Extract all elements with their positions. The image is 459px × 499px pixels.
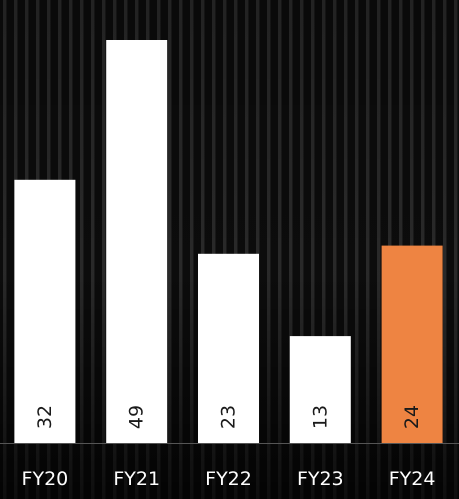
data-label-fy21: 49	[126, 405, 148, 429]
data-label-fy20: 32	[34, 405, 56, 429]
bar-fy21	[106, 40, 168, 443]
data-label-fy22: 23	[218, 405, 240, 429]
x-tick-label-fy20: FY20	[22, 468, 69, 490]
x-tick-label-fy22: FY22	[205, 468, 252, 490]
x-tick-label-fy23: FY23	[297, 468, 344, 490]
data-label-fy24: 24	[401, 405, 423, 429]
bar-fy22	[198, 253, 259, 443]
x-tick-labels: FY20 FY21 FY22 FY23 FY24	[22, 468, 436, 490]
bar-fy24	[381, 245, 443, 443]
bar-fy20	[14, 179, 76, 444]
data-label-fy23: 13	[309, 405, 331, 429]
bar-fy23	[289, 336, 351, 443]
x-tick-label-fy21: FY21	[113, 468, 160, 490]
bars-layer: 32 49 23 13 24	[14, 40, 443, 444]
x-tick-label-fy24: FY24	[389, 468, 436, 490]
